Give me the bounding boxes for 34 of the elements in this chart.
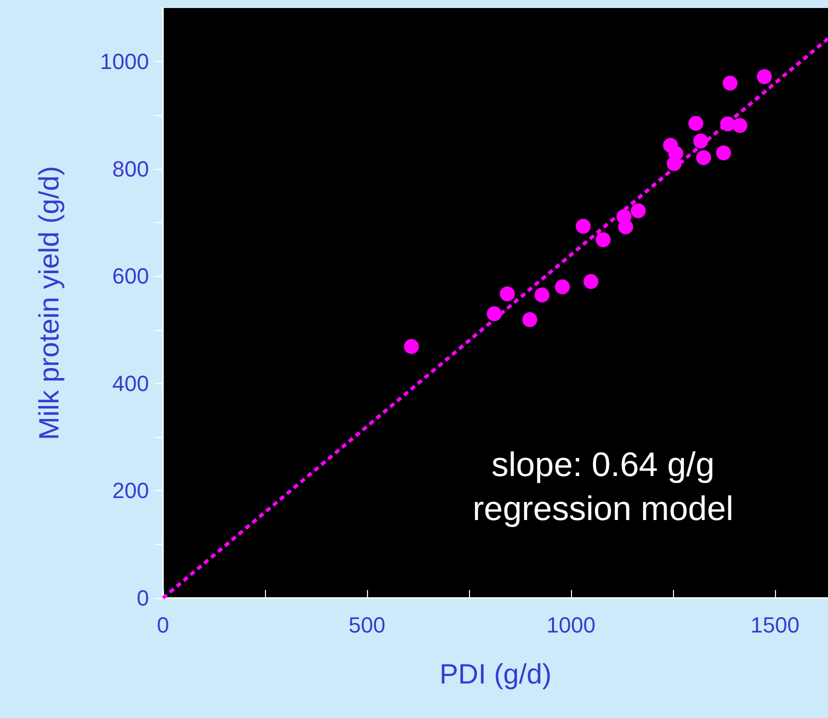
annotation: regression model — [472, 490, 734, 528]
point — [716, 145, 732, 160]
point — [756, 69, 772, 84]
point — [596, 232, 611, 248]
y-tick-label: 1000 — [100, 49, 149, 74]
x-tick-label: 0 — [156, 612, 170, 638]
x-axis-title: PDI (g/d) — [439, 658, 552, 690]
point — [554, 279, 570, 294]
annotation: slope: 0.64 g/g — [491, 446, 715, 484]
y-tick-label: 600 — [112, 264, 149, 289]
point — [630, 203, 646, 218]
point — [500, 286, 515, 302]
point — [720, 116, 736, 132]
point — [722, 76, 738, 91]
y-tick-label: 200 — [112, 478, 149, 504]
y-tick-label: 400 — [112, 370, 149, 396]
point — [666, 156, 682, 172]
point — [693, 134, 708, 149]
point — [696, 150, 712, 166]
point — [576, 218, 591, 234]
point — [732, 118, 748, 133]
point — [688, 116, 704, 131]
point — [486, 306, 502, 322]
point — [404, 338, 419, 354]
y-tick-label: 0 — [136, 586, 149, 610]
x-tick-label: 500 — [348, 612, 386, 638]
x-tick-label: 1500 — [750, 612, 800, 638]
y-tick-label: 800 — [112, 156, 149, 182]
point — [618, 219, 634, 234]
x-tick-label: 1000 — [546, 612, 596, 638]
point — [583, 274, 598, 290]
point — [522, 312, 538, 328]
y-axis-title: Milk protein yield (g/d) — [34, 166, 64, 440]
point — [534, 287, 550, 302]
